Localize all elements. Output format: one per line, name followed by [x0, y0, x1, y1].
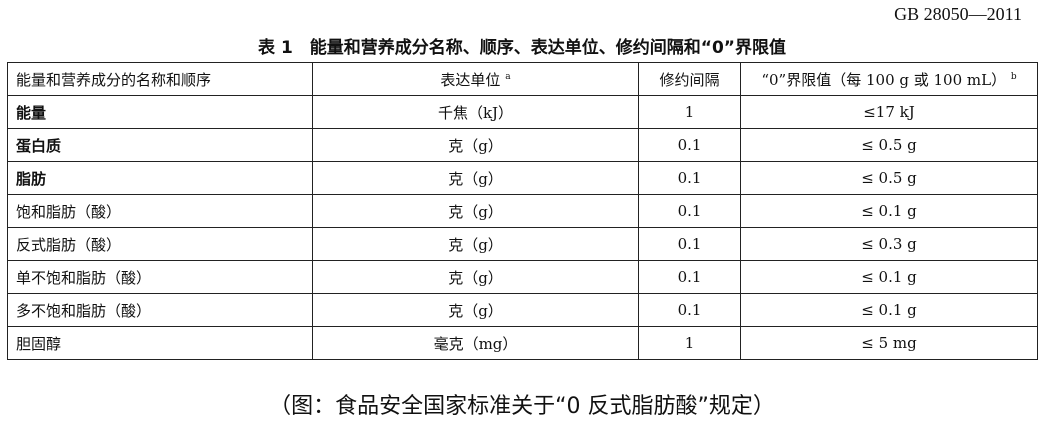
cell-unit: 克（g）	[312, 293, 639, 327]
cell-name: 单不饱和脂肪（酸）	[7, 260, 313, 294]
header-name: 能量和营养成分的名称和顺序	[7, 62, 313, 96]
table-row: 蛋白质 克（g） 0.1 ≤ 0.5 g	[7, 128, 1038, 162]
cell-name: 脂肪	[7, 161, 313, 195]
table-row: 反式脂肪（酸） 克（g） 0.1 ≤ 0.3 g	[7, 227, 1038, 261]
cell-interval: 0.1	[638, 293, 741, 327]
standard-number: GB 28050—2011	[894, 4, 1022, 24]
header-interval-text: 修约间隔	[659, 70, 720, 89]
cell-interval: 1	[638, 326, 741, 360]
cell-unit: 千焦（kJ）	[312, 95, 639, 129]
footnote-a: a	[505, 71, 511, 82]
nutrition-table: 能量和营养成分的名称和顺序 表达单位 a 修约间隔 “0”界限值（每 100 g…	[7, 62, 1038, 360]
figure-caption: （图：食品安全国家标准关于“0 反式脂肪酸”规定）	[269, 394, 775, 419]
table-header-row: 能量和营养成分的名称和顺序 表达单位 a 修约间隔 “0”界限值（每 100 g…	[7, 62, 1038, 96]
cell-interval: 1	[638, 95, 741, 129]
cell-unit: 克（g）	[312, 161, 639, 195]
table-row: 单不饱和脂肪（酸） 克（g） 0.1 ≤ 0.1 g	[7, 260, 1038, 294]
cell-unit: 克（g）	[312, 260, 639, 294]
cell-limit: ≤ 0.3 g	[740, 227, 1038, 261]
cell-name: 反式脂肪（酸）	[7, 227, 313, 261]
cell-name: 蛋白质	[7, 128, 313, 162]
cell-limit: ≤ 0.5 g	[740, 128, 1038, 162]
header-name-text: 能量和营养成分的名称和顺序	[16, 70, 212, 89]
cell-unit: 毫克（mg）	[312, 326, 639, 360]
table-row: 多不饱和脂肪（酸） 克（g） 0.1 ≤ 0.1 g	[7, 293, 1038, 327]
cell-interval: 0.1	[638, 194, 741, 228]
cell-limit: ≤17 kJ	[740, 95, 1038, 129]
cell-unit: 克（g）	[312, 194, 639, 228]
header-unit: 表达单位 a	[312, 62, 639, 96]
table-row: 脂肪 克（g） 0.1 ≤ 0.5 g	[7, 161, 1038, 195]
table-row: 饱和脂肪（酸） 克（g） 0.1 ≤ 0.1 g	[7, 194, 1038, 228]
cell-unit: 克（g）	[312, 128, 639, 162]
table-title: 表 1 能量和营养成分名称、顺序、表达单位、修约间隔和“0”界限值	[258, 38, 786, 58]
header-interval: 修约间隔	[638, 62, 741, 96]
cell-name: 饱和脂肪（酸）	[7, 194, 313, 228]
header-limit: “0”界限值（每 100 g 或 100 mL） b	[740, 62, 1038, 96]
cell-interval: 0.1	[638, 128, 741, 162]
table-row: 能量 千焦（kJ） 1 ≤17 kJ	[7, 95, 1038, 129]
cell-limit: ≤ 5 mg	[740, 326, 1038, 360]
header-limit-text: “0”界限值（每 100 g 或 100 mL）	[761, 70, 1007, 89]
cell-limit: ≤ 0.1 g	[740, 194, 1038, 228]
footnote-b: b	[1010, 71, 1017, 82]
cell-interval: 0.1	[638, 161, 741, 195]
cell-name: 能量	[7, 95, 313, 129]
cell-unit: 克（g）	[312, 227, 639, 261]
cell-name: 胆固醇	[7, 326, 313, 360]
table-row: 胆固醇 毫克（mg） 1 ≤ 5 mg	[7, 326, 1038, 360]
cell-name: 多不饱和脂肪（酸）	[7, 293, 313, 327]
cell-interval: 0.1	[638, 260, 741, 294]
cell-limit: ≤ 0.1 g	[740, 293, 1038, 327]
cell-limit: ≤ 0.5 g	[740, 161, 1038, 195]
cell-limit: ≤ 0.1 g	[740, 260, 1038, 294]
header-unit-text: 表达单位	[440, 70, 501, 89]
cell-interval: 0.1	[638, 227, 741, 261]
